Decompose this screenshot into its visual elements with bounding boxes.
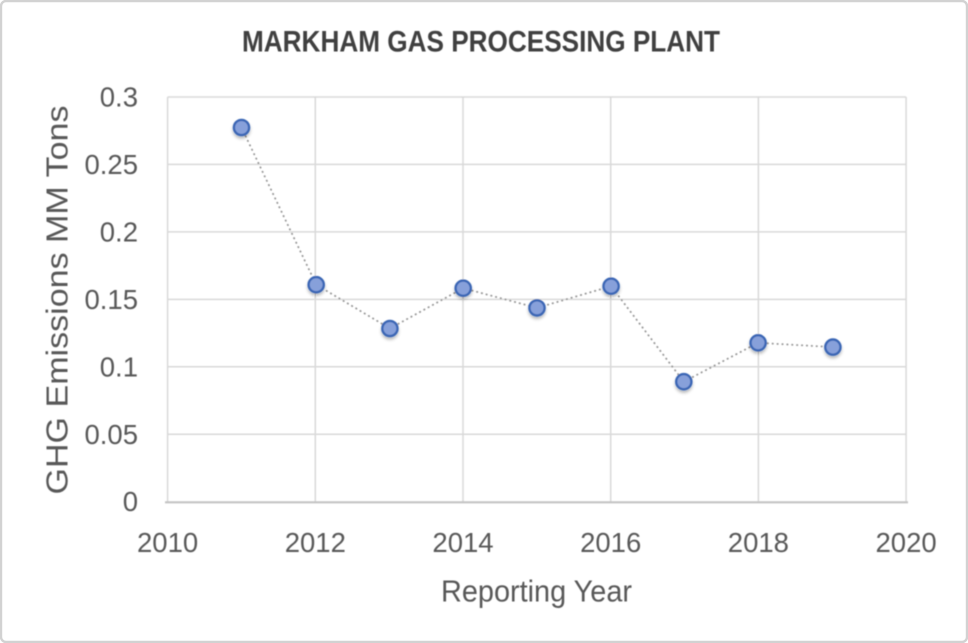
svg-text:2018: 2018 [728, 527, 789, 558]
svg-text:0: 0 [123, 486, 138, 517]
svg-text:0.05: 0.05 [84, 419, 138, 450]
svg-text:GHG Emissions MM Tons: GHG Emissions MM Tons [40, 106, 75, 495]
svg-text:MARKHAM GAS PROCESSING PLANT: MARKHAM GAS PROCESSING PLANT [242, 26, 720, 59]
svg-text:0.3: 0.3 [100, 82, 138, 113]
svg-text:0.15: 0.15 [84, 284, 138, 315]
svg-text:2012: 2012 [285, 527, 346, 558]
svg-text:2010: 2010 [137, 527, 198, 558]
svg-text:2020: 2020 [876, 527, 937, 558]
svg-text:0.25: 0.25 [84, 149, 138, 180]
svg-text:0.1: 0.1 [100, 351, 138, 382]
svg-text:Reporting Year: Reporting Year [441, 574, 632, 609]
svg-text:0.2: 0.2 [100, 216, 138, 247]
svg-text:2016: 2016 [580, 527, 641, 558]
svg-text:2014: 2014 [432, 527, 493, 558]
